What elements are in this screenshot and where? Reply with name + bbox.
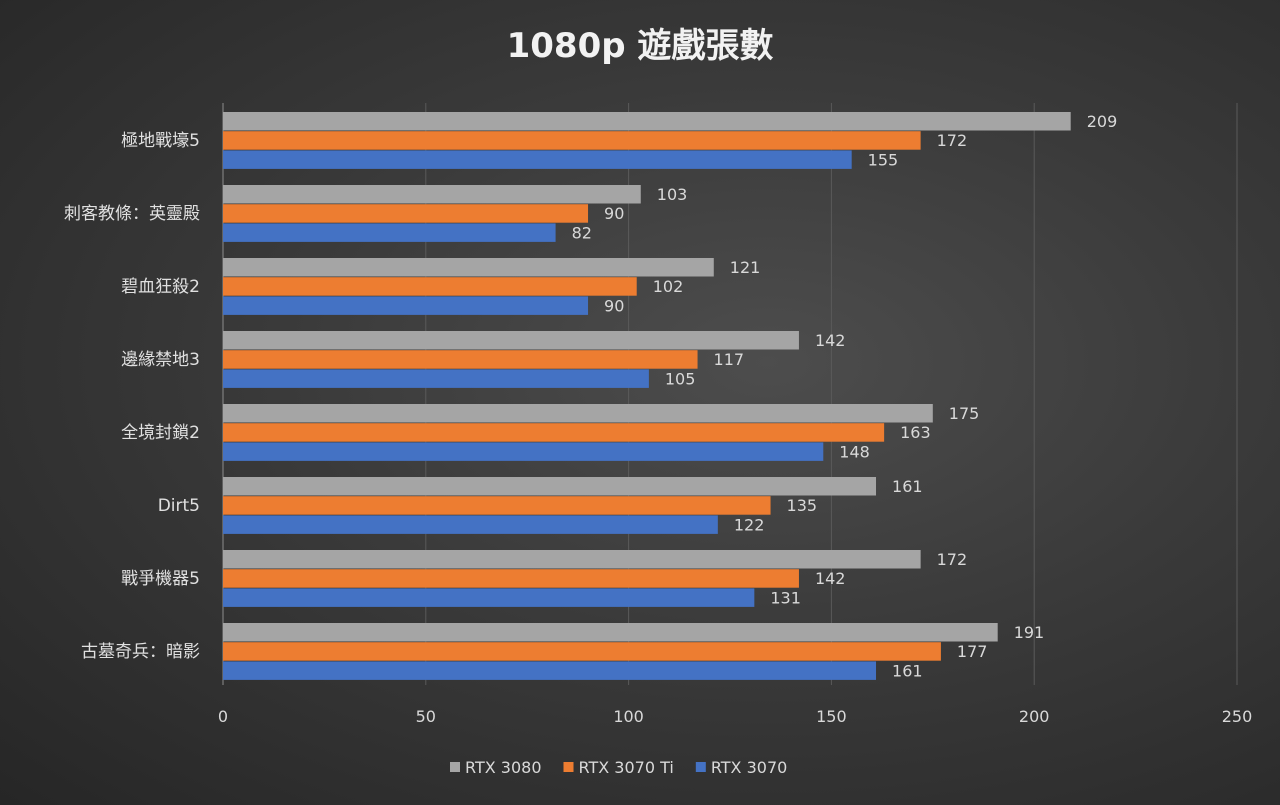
data-label: 172 — [937, 550, 968, 569]
data-label: 131 — [770, 588, 801, 607]
data-label: 102 — [653, 277, 684, 296]
x-tick-label: 50 — [416, 707, 436, 726]
bar — [223, 661, 877, 680]
category-label: 極地戰壕5 — [121, 131, 200, 151]
bar — [223, 588, 755, 607]
bar — [223, 442, 824, 461]
bar — [223, 642, 941, 661]
category-label: Dirt5 — [158, 496, 200, 516]
bar — [223, 404, 933, 423]
bar — [223, 350, 698, 369]
x-tick-label: 100 — [613, 707, 644, 726]
legend-swatch — [450, 762, 460, 772]
bar — [223, 423, 885, 442]
category-label: 古墓奇兵：暗影 — [81, 642, 200, 662]
legend-label: RTX 3080 — [465, 758, 542, 777]
data-label: 209 — [1087, 112, 1118, 131]
bar — [223, 331, 799, 350]
data-label: 161 — [892, 477, 923, 496]
data-label: 142 — [815, 569, 846, 588]
data-label: 161 — [892, 661, 923, 680]
bar — [223, 204, 589, 223]
data-label: 155 — [868, 150, 899, 169]
data-label: 175 — [949, 404, 980, 423]
legend-label: RTX 3070 — [711, 758, 788, 777]
data-label: 90 — [604, 296, 624, 315]
bar — [223, 131, 921, 150]
category-label: 全境封鎖2 — [121, 423, 200, 443]
x-tick-label: 200 — [1019, 707, 1050, 726]
chart-title: 1080p 遊戲張數 — [507, 26, 774, 66]
bar — [223, 258, 714, 277]
data-label: 122 — [734, 515, 765, 534]
category-label: 碧血狂殺2 — [121, 277, 200, 297]
bar — [223, 623, 998, 642]
bar — [223, 296, 589, 315]
data-label: 105 — [665, 369, 696, 388]
data-label: 82 — [572, 223, 592, 242]
bar — [223, 185, 641, 204]
data-label: 142 — [815, 331, 846, 350]
x-tick-label: 0 — [218, 707, 228, 726]
category-label: 邊緣禁地3 — [121, 350, 200, 370]
data-label: 103 — [657, 185, 688, 204]
data-label: 135 — [787, 496, 818, 515]
legend-label: RTX 3070 Ti — [579, 758, 674, 777]
bar — [223, 569, 799, 588]
bar — [223, 477, 877, 496]
bar — [223, 277, 637, 296]
bar — [223, 496, 771, 515]
x-tick-label: 150 — [816, 707, 847, 726]
bar — [223, 112, 1071, 131]
data-label: 163 — [900, 423, 931, 442]
bar — [223, 150, 852, 169]
data-label: 172 — [937, 131, 968, 150]
bar — [223, 550, 921, 569]
data-label: 148 — [839, 442, 870, 461]
x-tick-label: 250 — [1222, 707, 1253, 726]
legend-swatch — [695, 762, 706, 772]
bar — [223, 515, 718, 534]
data-label: 121 — [730, 258, 761, 277]
category-label: 刺客教條：英靈殿 — [64, 204, 200, 224]
data-label: 191 — [1014, 623, 1045, 642]
data-label: 90 — [604, 204, 624, 223]
data-label: 117 — [714, 350, 745, 369]
data-label: 177 — [957, 642, 988, 661]
bar — [223, 223, 556, 242]
bar — [223, 369, 649, 388]
legend-swatch — [563, 762, 574, 772]
category-label: 戰爭機器5 — [121, 569, 200, 589]
